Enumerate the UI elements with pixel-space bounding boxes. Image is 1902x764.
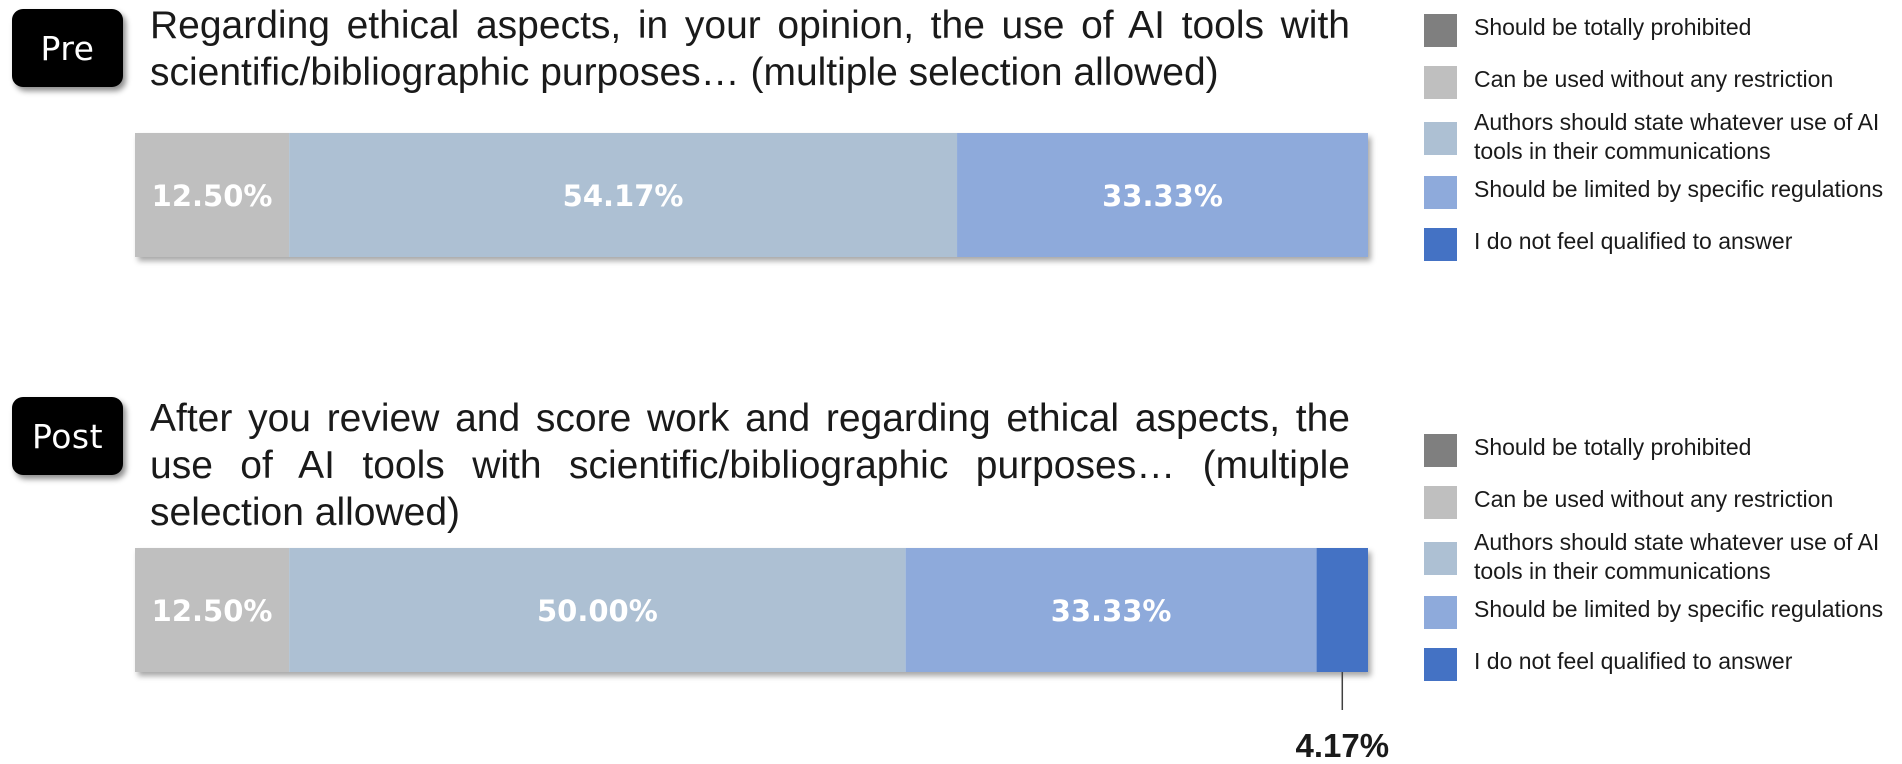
post-survey-panel: Post After you review and score work and… [0, 395, 1902, 764]
post-stacked-bar-chart: 12.50% 50.00% 33.33% 4.17% [135, 548, 1389, 764]
pre-data-label-authors-should-state-whatever-use-of-ai-tools-in-their-communications: 54.17% [563, 179, 684, 213]
post-legend-item: Authors should state whatever use of AI … [1424, 529, 1894, 594]
pre-legend-swatch [1424, 176, 1457, 209]
pre-legend-item: Should be limited by specific regulation… [1424, 174, 1894, 226]
pre-legend-label: Should be totally prohibited [1474, 14, 1752, 40]
post-segment-should-be-limited-by-specific-regulations [905, 548, 1317, 672]
pre-legend-item: I do not feel qualified to answer [1424, 226, 1894, 278]
pre-phase-badge: Pre [12, 9, 123, 87]
pre-survey-panel: Pre Regarding ethical aspects, in your o… [12, 4, 1894, 278]
post-legend-swatch [1424, 542, 1457, 575]
pre-data-label-should-be-limited-by-specific-regulations: 33.33% [1102, 179, 1223, 213]
post-legend-label: Authors should state whatever use of AI … [1474, 529, 1880, 584]
post-legend-item: Can be used without any restriction [1424, 484, 1894, 536]
pre-segment-can-be-used-without-any-restriction [135, 133, 290, 257]
pre-stacked-bar-chart: 12.50% 54.17% 33.33% [135, 133, 1368, 257]
post-segment-authors-should-state-whatever-use-of-ai-tools-in-their-communications [289, 548, 906, 672]
post-legend-item: Should be limited by specific regulation… [1424, 594, 1894, 646]
post-legend-swatch [1424, 434, 1457, 467]
post-legend-label: Should be totally prohibited [1474, 434, 1752, 460]
pre-legend-label: Should be limited by specific regulation… [1474, 176, 1884, 202]
post-legend-swatch [1424, 596, 1457, 629]
pre-legend-swatch [1424, 66, 1457, 99]
post-legend-item: Should be totally prohibited [1424, 432, 1894, 484]
post-legend-label: I do not feel qualified to answer [1474, 648, 1793, 674]
post-legend-label: Should be limited by specific regulation… [1474, 596, 1884, 622]
post-legend: Should be totally prohibited Can be used … [1424, 432, 1894, 698]
pre-segment-should-be-limited-by-specific-regulations [957, 133, 1368, 257]
pre-data-label-can-be-used-without-any-restriction: 12.50% [152, 179, 273, 213]
post-segment-i-do-not-feel-qualified-to-answer [1316, 548, 1368, 672]
pre-legend-swatch [1424, 14, 1457, 47]
pre-legend-label: Authors should state whatever use of AI … [1474, 109, 1880, 164]
post-question-title: After you review and score work and rega… [150, 397, 1350, 534]
post-data-label-i-do-not-feel-qualified-to-answer: 4.17% [1296, 727, 1390, 764]
pre-legend-label: I do not feel qualified to answer [1474, 228, 1793, 254]
pre-segment-authors-should-state-whatever-use-of-ai-tools-in-their-communications [289, 133, 958, 257]
post-legend-label: Can be used without any restriction [1474, 486, 1834, 512]
post-legend-item: I do not feel qualified to answer [1424, 646, 1894, 698]
pre-legend-item: Should be totally prohibited [1424, 12, 1894, 64]
post-data-label-can-be-used-without-any-restriction: 12.50% [152, 594, 273, 628]
pre-legend: Should be totally prohibited Can be used … [1424, 12, 1894, 278]
post-legend-swatch [1424, 648, 1457, 681]
post-data-label-authors-should-state-whatever-use-of-ai-tools-in-their-communications: 50.00% [537, 594, 658, 628]
pre-legend-swatch [1424, 122, 1457, 155]
pre-legend-item: Can be used without any restriction [1424, 64, 1894, 116]
post-data-label-should-be-limited-by-specific-regulations: 33.33% [1051, 594, 1172, 628]
post-phase-badge: Post [12, 397, 123, 475]
pre-legend-label: Can be used without any restriction [1474, 66, 1834, 92]
post-legend-swatch [1424, 486, 1457, 519]
pre-question-title: Regarding ethical aspects, in your opini… [150, 4, 1350, 94]
post-segment-can-be-used-without-any-restriction [135, 548, 290, 672]
pre-legend-swatch [1424, 228, 1457, 261]
pre-legend-item: Authors should state whatever use of AI … [1424, 109, 1894, 174]
